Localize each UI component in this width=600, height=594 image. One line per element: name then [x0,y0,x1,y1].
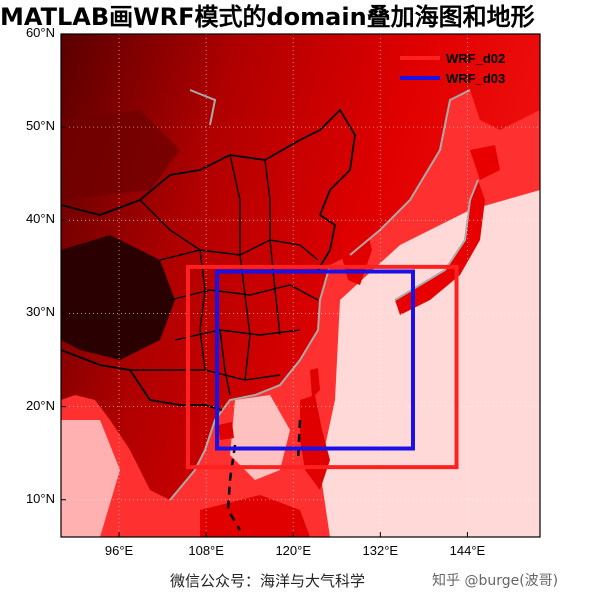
highland-north [61,110,180,200]
dashed-boundary [226,419,302,531]
legend: WRF_d02 WRF_d03 [400,51,505,86]
page-title: MATLAB画WRF模式的domain叠加海图和地形 [0,3,535,31]
lon-label-0: 96°E [104,543,134,558]
lat-label-5: 60°N [25,25,55,40]
lon-label-3: 132°E [362,543,399,558]
deep-ocean-bob [61,420,120,537]
footer: 微信公众号：海洋与大气科学 知乎 @burge(波哥) [0,568,600,592]
coastline-north [189,89,471,256]
coastline-japan [394,179,479,301]
province-borders [130,154,319,396]
land-taiwan [310,368,320,398]
lat-label-3: 40°N [25,211,55,227]
lat-label-4: 50°N [25,118,55,134]
wechat-credit: 微信公众号：海洋与大气科学 [170,572,366,590]
tibetan-plateau [61,235,175,360]
lat-label-2: 30°N [25,304,55,320]
deep-ocean-scs [230,395,290,480]
lat-label-1: 20°N [25,397,55,413]
lon-label-1: 108°E [188,543,224,558]
legend-label-1: WRF_d03 [446,71,505,86]
land-korea [340,222,372,285]
domain-wrf-d02 [186,264,459,470]
lon-label-2: 120°E [275,543,312,558]
axis-ticks [61,33,468,537]
wrf-domains [186,264,459,470]
country-borders [61,108,356,411]
land-hokkaido [470,145,500,180]
lon-label-4: 144°E [449,543,486,558]
legend-label-0: WRF_d02 [446,51,505,66]
zhihu-credit: 知乎 @burge(波哥) [432,573,559,589]
domain-wrf-d03 [215,269,415,451]
land-japan [395,180,485,315]
map-frame [60,33,541,538]
coastline [169,264,331,501]
lat-label-0: 10°N [25,490,55,506]
land-hainan [218,422,234,440]
